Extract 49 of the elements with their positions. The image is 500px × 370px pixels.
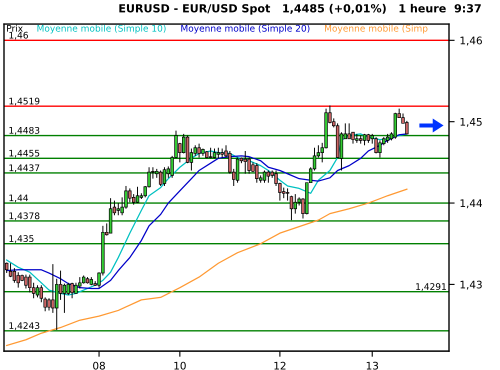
ref-line-label: 1,46 bbox=[9, 32, 28, 40]
y-axis-title: Prix bbox=[7, 24, 23, 32]
ref-line-label: 1,4483 bbox=[9, 126, 40, 135]
candlestick bbox=[351, 132, 355, 144]
candlestick bbox=[394, 112, 398, 140]
candlestick bbox=[12, 268, 16, 284]
line-series bbox=[6, 188, 408, 346]
candlestick bbox=[294, 194, 297, 214]
x-tick-label: 12 bbox=[274, 362, 286, 370]
y-tick-label: 1,46 bbox=[460, 36, 482, 46]
ref-line-label: 1,44 bbox=[9, 194, 28, 202]
ref-line-label: 1,4455 bbox=[9, 150, 40, 158]
text: Moyenne mobile (Simple 10) bbox=[37, 24, 166, 34]
candlestick bbox=[16, 272, 20, 288]
chart-title: EURUSD - EUR/USD Spot 1,4485 (+0,01%) 1 heure 9:37 bbox=[119, 4, 481, 15]
ref-line-label: 1,4378 bbox=[9, 212, 40, 220]
candlestick bbox=[47, 298, 51, 311]
candlestick bbox=[208, 147, 212, 159]
text: Moyenne mobile (Simple 20) bbox=[181, 24, 310, 34]
candlestick bbox=[255, 162, 258, 184]
candlestick bbox=[378, 140, 382, 158]
candlestick bbox=[374, 136, 378, 154]
x-tick-label: 10 bbox=[174, 362, 186, 370]
candlestick bbox=[62, 283, 66, 314]
candlestick bbox=[51, 264, 55, 314]
ref-line-label: 1,4291 bbox=[416, 283, 446, 291]
y-tick-label: 1,45 bbox=[460, 118, 482, 127]
y-tick-label: 1,44 bbox=[460, 199, 482, 208]
x-tick-label: 13 bbox=[366, 362, 378, 370]
candlestick bbox=[70, 282, 74, 299]
y-tick-label: 1,43 bbox=[460, 280, 482, 290]
candlestick bbox=[24, 274, 28, 289]
candlestick bbox=[116, 202, 120, 216]
x-tick-label: 08 bbox=[93, 362, 105, 370]
candlestick bbox=[247, 157, 251, 174]
candlestick bbox=[266, 170, 270, 184]
candlestick bbox=[347, 122, 351, 140]
candlestick bbox=[158, 170, 162, 186]
candlestick bbox=[197, 143, 201, 158]
candlestick bbox=[36, 284, 40, 298]
candlestick bbox=[216, 147, 220, 159]
candlestick bbox=[405, 120, 409, 134]
ref-line-label: 1,4437 bbox=[9, 164, 40, 172]
ref-line-label: 1,4243 bbox=[9, 322, 40, 330]
candlestick bbox=[236, 157, 240, 184]
text: Moyenne mobile (Simp bbox=[325, 24, 428, 34]
candlestick bbox=[244, 150, 247, 174]
ref-line-label: 1,435 bbox=[9, 235, 34, 243]
ref-line-label: 1,4519 bbox=[9, 98, 40, 106]
